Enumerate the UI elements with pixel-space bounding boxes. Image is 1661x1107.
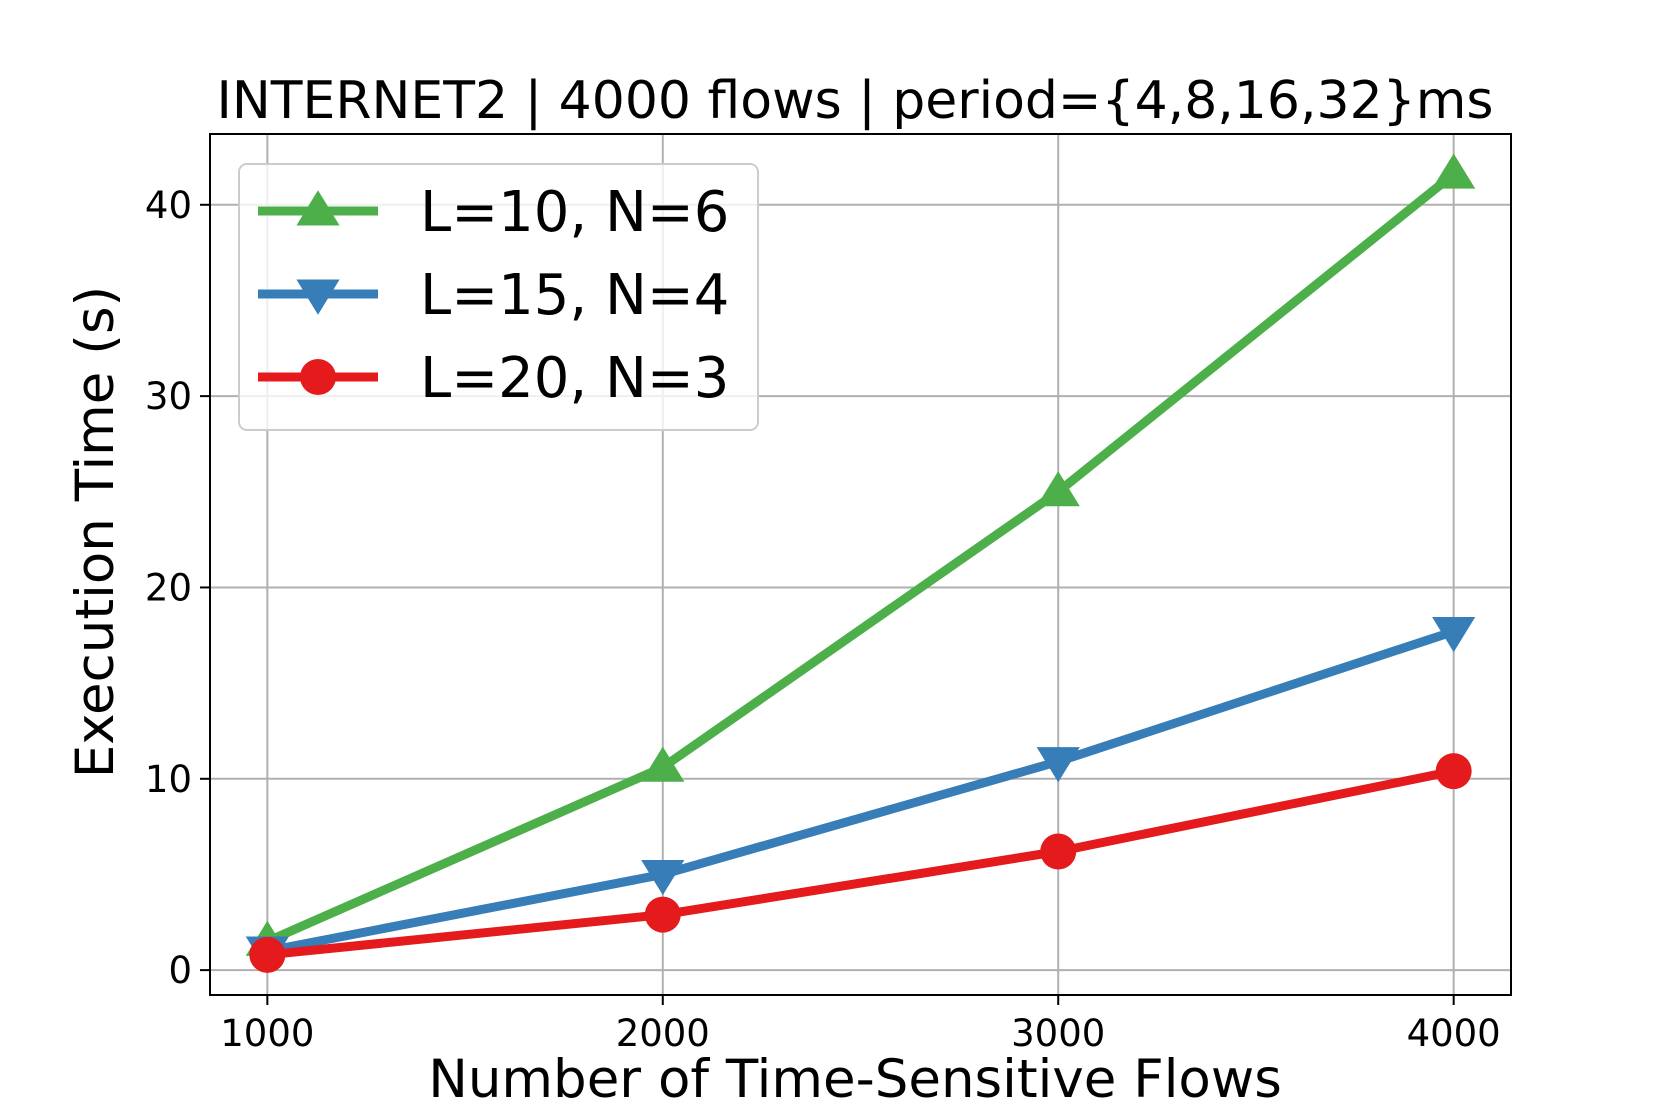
legend-item-2: L=15, N=4	[258, 263, 729, 328]
chart-title: INTERNET2 | 4000 flows | period={4,8,16,…	[216, 71, 1493, 131]
x-axis-label: Number of Time-Sensitive Flows	[428, 1049, 1282, 1107]
series-1-point-3000	[1036, 471, 1080, 507]
series-2-line	[266, 627, 1456, 956]
legend-label-1: L=10, N=6	[420, 180, 729, 245]
legend-item-1: L=10, N=6	[258, 180, 729, 245]
series-3-line	[266, 766, 1455, 960]
y-tick-label-10: 10	[145, 758, 192, 801]
series-3-point-1000	[249, 936, 286, 973]
legend-item-3: L=20, N=3	[258, 346, 729, 411]
series-2-point-2000	[641, 859, 685, 896]
x-tick-label-3000: 3000	[1011, 1012, 1105, 1055]
legend-label-2: L=15, N=4	[420, 263, 729, 328]
series-3	[249, 753, 1472, 973]
series-3-point-4000	[1435, 753, 1472, 790]
legend-marker-2	[296, 279, 340, 315]
legend-box	[238, 163, 759, 431]
x-tick-label-4000: 4000	[1407, 1012, 1501, 1055]
series-2-point-3000	[1036, 747, 1080, 783]
series-layer	[245, 153, 1476, 973]
y-tick-label-0: 0	[168, 949, 192, 992]
series-1-line	[265, 170, 1457, 946]
legend: L=10, N=6 L=15, N=4 L=20, N=3	[238, 163, 759, 431]
series-1-point-4000	[1432, 153, 1476, 189]
series-1-point-2000	[641, 746, 685, 782]
plot-area-frame	[209, 133, 1512, 996]
y-tick-label-30: 30	[145, 375, 192, 418]
y-axis-ticks: 0 10 20 30 40	[145, 184, 210, 992]
x-axis-ticks: 1000 2000 3000 4000	[220, 995, 1501, 1055]
legend-label-3: L=20, N=3	[420, 346, 729, 411]
series-3-point-3000	[1040, 833, 1077, 870]
series-2-point-4000	[1432, 616, 1476, 653]
legend-marker-1	[296, 190, 340, 226]
y-tick-label-40: 40	[145, 184, 192, 227]
legend-marker-3	[300, 359, 336, 395]
y-tick-label-20: 20	[145, 566, 192, 609]
x-tick-label-1000: 1000	[220, 1012, 314, 1055]
y-axis-label: Execution Time (s)	[65, 286, 126, 778]
series-3-point-2000	[644, 896, 681, 933]
x-tick-label-2000: 2000	[616, 1012, 710, 1055]
